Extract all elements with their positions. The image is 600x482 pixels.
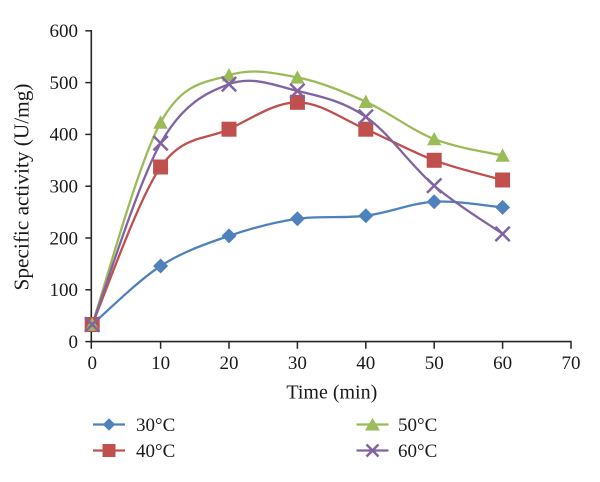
svg-text:50°C: 50°C [398, 415, 437, 436]
svg-text:500: 500 [50, 73, 79, 94]
svg-text:100: 100 [50, 280, 79, 301]
svg-text:20: 20 [220, 353, 239, 374]
svg-text:30°C: 30°C [136, 415, 175, 436]
svg-text:200: 200 [50, 228, 79, 249]
svg-text:40°C: 40°C [136, 441, 175, 462]
svg-text:60: 60 [493, 353, 512, 374]
svg-text:600: 600 [50, 21, 79, 42]
svg-text:10: 10 [151, 353, 170, 374]
svg-text:0: 0 [87, 353, 97, 374]
svg-text:Time (min): Time (min) [286, 382, 377, 404]
svg-text:60°C: 60°C [398, 441, 437, 462]
svg-text:300: 300 [50, 177, 79, 198]
svg-text:400: 400 [50, 125, 79, 146]
svg-text:Specific activity (U/mg): Specific activity (U/mg) [10, 84, 34, 291]
svg-text:40: 40 [356, 353, 375, 374]
svg-text:30: 30 [288, 353, 307, 374]
svg-text:70: 70 [562, 353, 581, 374]
svg-text:50: 50 [425, 353, 444, 374]
svg-text:0: 0 [69, 332, 79, 353]
